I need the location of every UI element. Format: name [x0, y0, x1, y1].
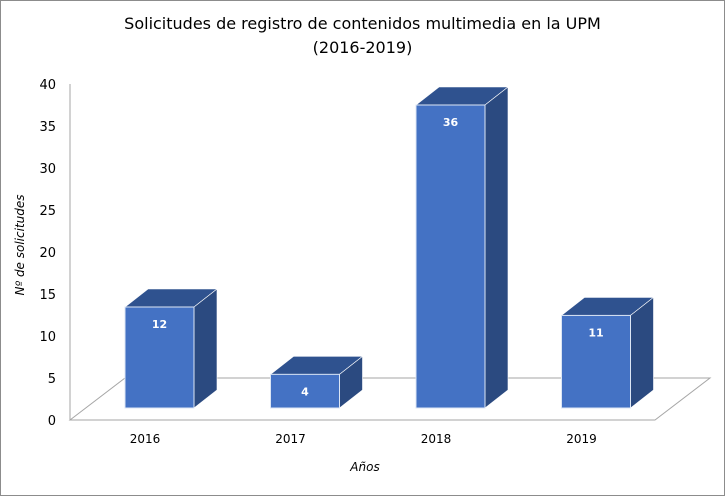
chart-subtitle: (2016-2019) [312, 38, 413, 57]
y-tick-label: 0 [48, 414, 56, 429]
bar-front-face [124, 306, 195, 409]
bar-front-face [270, 373, 340, 409]
y-tick-label: 40 [39, 78, 56, 93]
data-label: 4 [301, 385, 309, 398]
y-tick-label: 10 [39, 330, 56, 345]
bar-front-face [415, 104, 486, 409]
y-tick-label: 20 [39, 246, 56, 261]
data-label: 12 [152, 318, 167, 331]
bar-2019: 11 [560, 296, 655, 409]
chart-title: Solicitudes de registro de contenidos mu… [124, 14, 601, 33]
bar-side-face [484, 86, 509, 409]
chart-title-block: Solicitudes de registro de contenidos mu… [0, 12, 725, 60]
bar-2017: 4 [269, 355, 364, 409]
bar-side-face [193, 288, 218, 409]
bar-front-face [561, 314, 631, 409]
y-tick-label: 25 [39, 204, 56, 219]
data-label: 11 [588, 326, 603, 339]
x-tick-label: 2016 [130, 432, 161, 446]
x-tick-label: 2019 [566, 432, 597, 446]
data-label: 36 [443, 116, 459, 129]
y-tick-label: 15 [39, 288, 56, 303]
y-tick-label: 35 [39, 120, 56, 135]
bar-side-face [630, 296, 654, 409]
y-tick-label: 5 [48, 372, 56, 387]
bar-2018: 36 [415, 86, 509, 409]
x-tick-label: 2017 [275, 432, 306, 446]
y-tick-label: 30 [39, 162, 56, 177]
bar-2016: 12 [124, 288, 218, 409]
y-axis-title: Nº de solicitudes [13, 194, 27, 295]
floor-plane [68, 377, 712, 421]
x-axis-title: Años [349, 460, 379, 474]
x-tick-label: 2018 [421, 432, 452, 446]
